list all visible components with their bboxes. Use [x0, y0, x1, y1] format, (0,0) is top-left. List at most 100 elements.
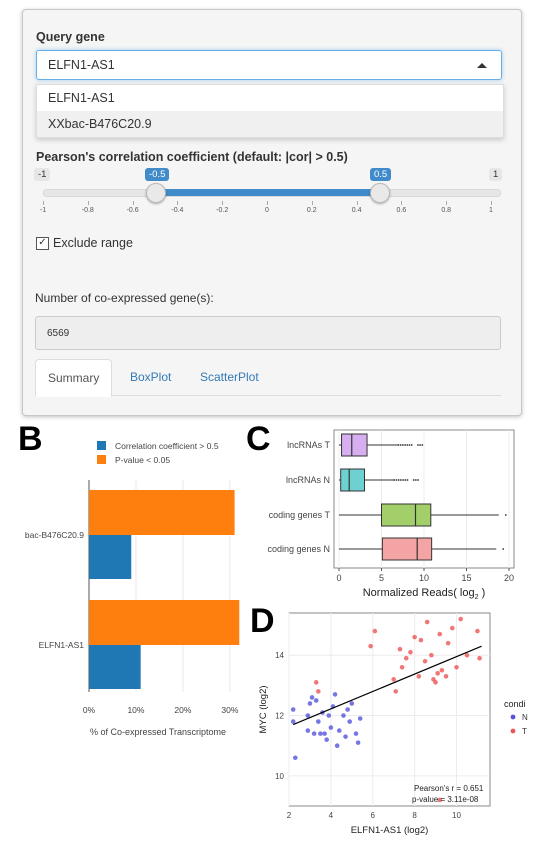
x-tick-label: 15: [461, 573, 471, 583]
data-point-t: [443, 674, 449, 679]
outlier-point: [399, 444, 402, 446]
data-point-t: [391, 677, 396, 682]
slider-tick: [311, 201, 313, 205]
correlation-slider-label: Pearson's correlation coefficient (defau…: [36, 150, 348, 164]
slider-tick: [446, 201, 448, 205]
category-label: bac-B476C20.9: [25, 530, 84, 540]
data-point-n: [305, 713, 311, 718]
slider-tick-label: 0: [265, 207, 269, 214]
slider-tick: [401, 201, 403, 205]
category-label: lncRNAs N: [286, 475, 330, 485]
legend-swatch: [97, 455, 106, 464]
x-axis-label: % of Co-expressed Transcriptome: [90, 727, 226, 737]
slider-tick-label: 0.8: [441, 207, 452, 214]
data-point-t: [464, 652, 470, 658]
data-point-t: [403, 655, 409, 661]
slider-tick: [222, 201, 224, 205]
data-point-n: [332, 692, 338, 697]
data-point-n: [318, 731, 323, 736]
x-tick-label: 10%: [127, 705, 144, 715]
x-tick-label: 5: [379, 573, 384, 583]
exclude-range-label: Exclude range: [53, 236, 133, 250]
plot-area: [288, 612, 491, 807]
data-point-t: [368, 643, 373, 649]
data-point-n: [334, 743, 340, 748]
panel-label-d: D: [250, 602, 275, 640]
outlier-point: [404, 444, 406, 446]
scatter-plot: 2 4 6 8 10 10 12 14 Pearson's r = 0.651 p-value =…: [258, 612, 528, 836]
outlier-point: [404, 479, 407, 481]
data-point-n: [322, 731, 327, 736]
slider-tick: [356, 201, 358, 205]
panel-label-b: B: [18, 420, 43, 458]
data-point-t: [313, 680, 319, 685]
outlier-point: [412, 479, 415, 481]
exclude-range-checkbox[interactable]: ✓: [36, 237, 49, 250]
dropdown-option[interactable]: ELFN1-AS1: [48, 91, 115, 105]
data-point-n: [290, 707, 296, 712]
caret-up-icon[interactable]: [477, 63, 487, 68]
outlier-point: [410, 444, 413, 446]
dropdown-option[interactable]: XXbac-B476C20.9: [37, 111, 503, 137]
data-point-t: [422, 658, 428, 664]
slider-tick: [491, 201, 492, 205]
bar: [89, 645, 141, 689]
coexp-count-field[interactable]: 6569: [35, 316, 501, 350]
query-gene-label: Query gene: [36, 30, 105, 44]
category-label: coding genes T: [269, 510, 331, 520]
outlier-point: [502, 548, 505, 550]
outlier-point: [402, 479, 404, 481]
data-point-n: [309, 695, 315, 700]
data-point-t: [316, 689, 321, 694]
box: [381, 537, 433, 561]
data-point-t: [437, 797, 443, 803]
data-point-t: [429, 652, 434, 658]
slider-tick-label: 0.2: [306, 207, 317, 214]
slider-tick: [267, 201, 268, 205]
x-tick-label: 20%: [174, 705, 191, 715]
tab-scatterplot[interactable]: ScatterPlot: [200, 370, 259, 384]
query-gene-select[interactable]: ELFN1-AS1: [36, 50, 502, 80]
box-plot: 0 5 10 15 20 lncRNAs T lncRNAs N coding genes T…: [267, 429, 515, 601]
slider-tick-label: -0.2: [216, 207, 229, 214]
query-gene-value: ELFN1-AS1: [48, 58, 115, 72]
y-tick-label: 14: [275, 651, 284, 660]
data-point-n: [357, 716, 363, 721]
data-point-n: [313, 698, 319, 703]
legend-label: Correlation coefficient > 0.5: [115, 441, 219, 451]
legend-title: condi: [504, 699, 526, 709]
slider-high-handle[interactable]: [370, 183, 390, 203]
slider-tick: [177, 201, 179, 205]
data-point-n: [316, 719, 321, 724]
data-point-n: [311, 731, 317, 736]
data-point-n: [353, 731, 359, 736]
data-point-t: [477, 655, 482, 661]
data-point-n: [336, 728, 342, 733]
x-tick-label: 6: [371, 811, 376, 820]
slider-min-badge: -1: [34, 168, 51, 181]
data-point-n: [307, 701, 313, 706]
panel-label-c: C: [246, 420, 271, 458]
data-point-n: [326, 713, 332, 718]
pearson-r-label: Pearson's r = 0.651: [414, 784, 484, 793]
outlier-point: [395, 479, 398, 481]
category-label: ELFN1-AS1: [39, 640, 85, 650]
outlier-point: [397, 444, 400, 446]
x-axis-label: ELFN1-AS1 (log2): [351, 825, 429, 836]
data-point-n: [324, 737, 329, 742]
data-point-t: [437, 631, 443, 637]
x-tick-label: 4: [329, 811, 334, 820]
slider-tick-label: 1: [489, 207, 493, 214]
coexp-count-label: Number of co-expressed gene(s):: [35, 291, 214, 305]
data-point-n: [345, 707, 350, 712]
x-tick-label: 8: [412, 811, 417, 820]
tab-boxplot[interactable]: BoxPlot: [130, 370, 172, 384]
data-point-t: [372, 628, 378, 634]
slider-low-handle[interactable]: [146, 183, 166, 203]
regression-line: [292, 645, 482, 726]
data-point-t: [393, 689, 399, 694]
tab-summary[interactable]: Summary: [35, 359, 113, 397]
x-tick-label: 10: [419, 573, 429, 583]
outlier-point: [397, 479, 400, 481]
y-tick-label: 12: [275, 712, 284, 721]
